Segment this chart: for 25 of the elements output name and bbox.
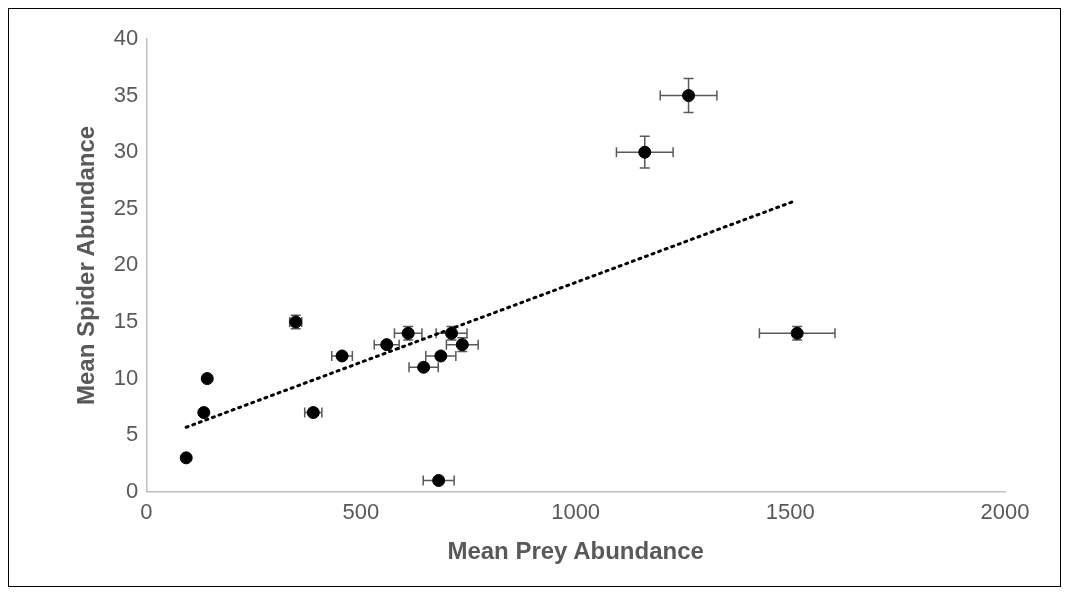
y-tick-label: 15	[113, 308, 139, 334]
y-tick-label: 0	[126, 477, 139, 503]
y-axis-title: Mean Spider Abundance	[72, 125, 100, 405]
point	[417, 360, 431, 374]
x-axis-title: Mean Prey Abundance	[447, 537, 704, 565]
point	[179, 451, 193, 465]
point	[682, 89, 696, 103]
x-tick-label: 2000	[980, 499, 1030, 525]
point	[200, 372, 214, 386]
x-tick-label: 1000	[551, 499, 601, 525]
y-tick-label: 40	[113, 25, 139, 51]
y-tick-label: 5	[126, 421, 139, 447]
y-tick-label: 35	[113, 81, 139, 107]
point	[434, 349, 448, 363]
x-tick-label: 500	[342, 499, 380, 525]
y-tick-label: 10	[113, 364, 139, 390]
point	[380, 338, 394, 352]
y-tick-label: 20	[113, 251, 139, 277]
y-tick-label: 25	[113, 194, 139, 220]
point	[335, 349, 349, 363]
y-tick-label: 30	[113, 138, 139, 164]
point	[432, 473, 446, 487]
point	[638, 145, 652, 159]
point	[197, 406, 211, 420]
x-tick-label: 1500	[765, 499, 815, 525]
